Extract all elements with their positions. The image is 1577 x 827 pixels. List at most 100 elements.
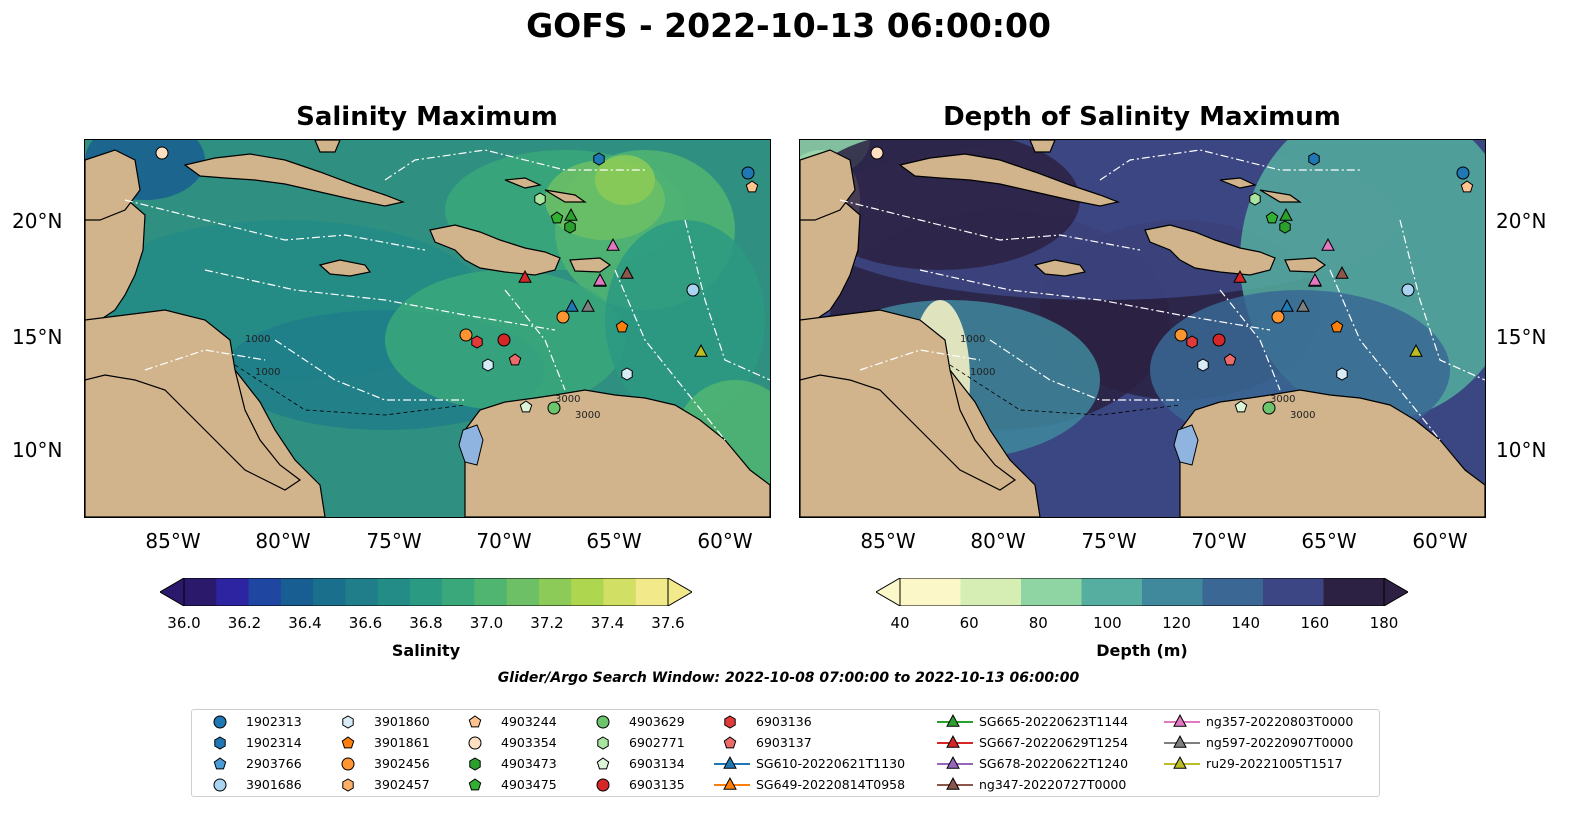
colorbar-segment xyxy=(635,578,669,606)
colorbar-frame xyxy=(183,578,669,606)
land-polygon xyxy=(429,224,561,276)
land-polygon xyxy=(1284,257,1327,273)
land-polygon xyxy=(1144,224,1276,276)
legend-label: ru29-20221005T1517 xyxy=(1206,756,1343,771)
eez-boundary xyxy=(684,219,770,381)
eez-boundary xyxy=(274,339,465,401)
legend-label: SG667-20220629T1254 xyxy=(979,735,1129,750)
salinity-max-map[interactable]: 1000 1000 3000 3000 xyxy=(84,139,771,518)
legend-marker-icon xyxy=(469,757,481,771)
colorbar-tick-label: 180 xyxy=(1369,614,1399,632)
lon-tick-label: 80°W xyxy=(255,529,311,553)
colorbar-tick-label: 140 xyxy=(1231,614,1261,632)
colorbar-tick-label: 36.0 xyxy=(167,614,201,632)
legend-label: 2903766 xyxy=(246,756,302,771)
colorbar-segment xyxy=(571,578,604,606)
colorbar-tick-label: 36.8 xyxy=(409,614,443,632)
float-marker xyxy=(155,146,169,160)
colorbar-tick-label: 160 xyxy=(1300,614,1330,632)
lon-tick-label: 75°W xyxy=(1081,529,1137,553)
float-marker xyxy=(593,273,607,286)
legend-marker-icon xyxy=(468,715,482,728)
float-marker xyxy=(482,358,494,372)
colorbar-extend-low xyxy=(160,578,185,606)
lon-tick-label: 60°W xyxy=(1412,529,1468,553)
legend-marker-icon xyxy=(946,756,960,769)
lon-tick-label: 85°W xyxy=(145,529,201,553)
float-marker xyxy=(459,328,473,342)
colorbar-tick-label: 36.6 xyxy=(348,614,383,632)
legend-marker-icon xyxy=(724,715,736,729)
float-marker xyxy=(1280,299,1294,312)
colorbar-segment xyxy=(1202,578,1264,606)
float-marker xyxy=(1460,180,1474,193)
lat-tick-label-right: 15°N xyxy=(1496,325,1547,349)
colorbar-tick-label: 37.4 xyxy=(590,614,625,632)
land-polygon xyxy=(800,309,1017,491)
colorbar-segment xyxy=(900,578,961,606)
eez-boundary xyxy=(204,269,556,331)
lon-tick-label: 70°W xyxy=(1191,529,1247,553)
float-marker xyxy=(1330,320,1344,333)
contour-label: 3000 xyxy=(555,394,580,405)
colorbar-segment xyxy=(345,578,379,606)
float-marker xyxy=(1456,166,1470,180)
colorbar-tick-label: 40 xyxy=(890,614,910,632)
land-polygon xyxy=(314,140,341,153)
legend: 1902313 1902314 2903766 3901686 3901860 39018… xyxy=(191,709,1380,797)
float-marker xyxy=(593,152,605,166)
lat-tick-label-left: 10°N xyxy=(12,438,63,462)
right-panel-title: Depth of Salinity Maximum xyxy=(943,102,1341,132)
float-marker xyxy=(497,333,511,347)
colorbar-segment xyxy=(248,578,282,606)
lon-tick-label: 65°W xyxy=(1301,529,1357,553)
float-marker xyxy=(1279,208,1293,221)
float-marker xyxy=(550,211,564,224)
lat-tick-label-right: 20°N xyxy=(1496,209,1547,233)
float-marker xyxy=(1265,211,1279,224)
float-marker xyxy=(694,344,708,357)
legend-label: ng347-20220727T0000 xyxy=(979,777,1127,792)
float-marker xyxy=(615,320,629,333)
legend-label: SG678-20220622T1240 xyxy=(979,756,1129,771)
colorbar-segment xyxy=(313,578,346,606)
contour-label: 1000 xyxy=(970,367,995,378)
float-marker xyxy=(1279,220,1291,234)
colorbar-extend-high xyxy=(667,578,692,606)
colorbar-segment xyxy=(1323,578,1385,606)
bathymetry-contour xyxy=(949,364,1181,416)
depth-salinity-max-map[interactable]: 1000 1000 3000 3000 xyxy=(799,139,1486,518)
lon-tick-label: 80°W xyxy=(970,529,1026,553)
lat-tick-label-left: 20°N xyxy=(12,209,63,233)
legend-marker-icon xyxy=(342,715,354,729)
legend-marker-icon xyxy=(597,736,609,750)
float-marker xyxy=(1296,299,1310,312)
land-polygon xyxy=(800,149,856,221)
contour-label: 1000 xyxy=(255,367,280,378)
float-marker xyxy=(564,220,576,234)
eez-boundary xyxy=(1219,289,1281,391)
salinity-colorbar-label: Salinity xyxy=(391,641,461,660)
depth-map-canvas: 1000 1000 3000 3000 xyxy=(800,140,1485,517)
lake-maracaibo xyxy=(1173,424,1199,466)
float-marker xyxy=(1262,401,1276,415)
float-marker xyxy=(741,166,755,180)
colorbar-segment xyxy=(377,578,411,606)
legend-label: 4903354 xyxy=(501,735,557,750)
colorbar-segment xyxy=(184,578,217,606)
float-marker xyxy=(686,283,700,297)
legend-marker-icon xyxy=(723,777,737,790)
colorbar-tick-label: 100 xyxy=(1093,614,1122,632)
legend-label: 6903134 xyxy=(629,756,685,771)
float-marker xyxy=(1223,353,1237,366)
colorbar-segment xyxy=(1142,578,1203,606)
legend-label: SG610-20220621T1130 xyxy=(756,756,906,771)
float-marker xyxy=(1186,335,1198,349)
eez-boundary xyxy=(919,269,1271,331)
legend-label: 1902313 xyxy=(246,714,302,729)
legend-marker-icon xyxy=(468,778,482,791)
eez-boundary xyxy=(384,149,645,181)
legend-marker-icon xyxy=(723,756,737,769)
float-marker xyxy=(1401,283,1415,297)
legend-marker-icon xyxy=(213,715,227,729)
